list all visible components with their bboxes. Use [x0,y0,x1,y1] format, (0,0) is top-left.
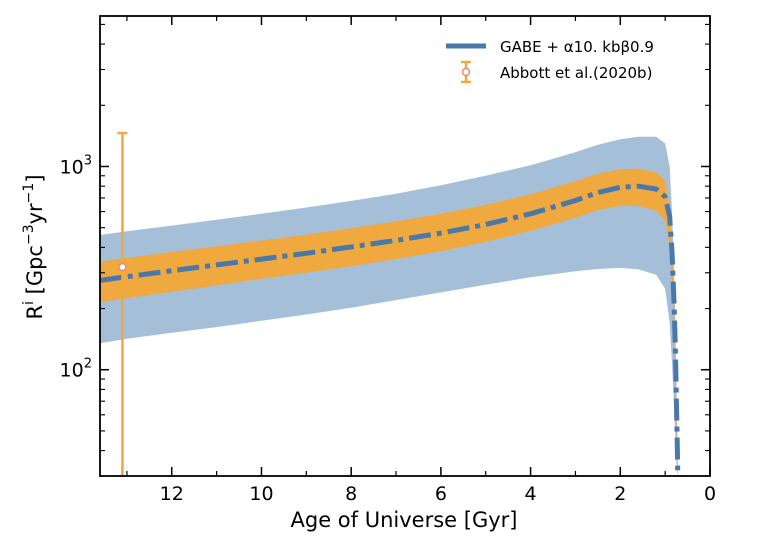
legend-observation-label: Abbott et al.(2020b) [500,64,652,82]
y-axis-label-superscript: i [21,301,37,305]
x-tick-label: 2 [614,483,626,505]
x-tick-label: 8 [345,483,357,505]
x-tick-label: 6 [435,483,447,505]
y-axis-label-units: [Gpc [23,245,47,301]
observation-point [118,262,127,272]
x-axis-label: Age of Universe [Gyr] [291,508,518,532]
y-tick-label: 103 [60,153,92,178]
y-axis-label-symbol: R [23,305,47,320]
legend: GABE + α10. kbβ0.9 Abbott et al.(2020b) [446,38,654,84]
x-tick-label: 0 [704,483,716,505]
y-axis-label-units-mid: yr [23,203,47,224]
y-axis-label: Ri [Gpc−3yr−1] [21,174,47,319]
y-axis-label-units-exponent-1: −3 [21,224,37,245]
y-tick-label: 102 [60,357,92,382]
x-tick-label: 12 [160,483,184,505]
x-tick-label: 10 [249,483,273,505]
axis-ticks: 12 10 8 6 4 2 0 102 103 [60,16,716,505]
y-axis-label-units-end: ] [23,174,47,182]
model-rate-line [100,183,681,471]
x-tick-label: 4 [525,483,537,505]
inner-confidence-band [100,168,678,476]
y-axis-label-units-exponent-2: −1 [21,183,37,204]
legend-observation-marker [461,67,471,77]
legend-model-label: GABE + α10. kbβ0.9 [500,38,654,56]
plot-frame [99,15,711,477]
